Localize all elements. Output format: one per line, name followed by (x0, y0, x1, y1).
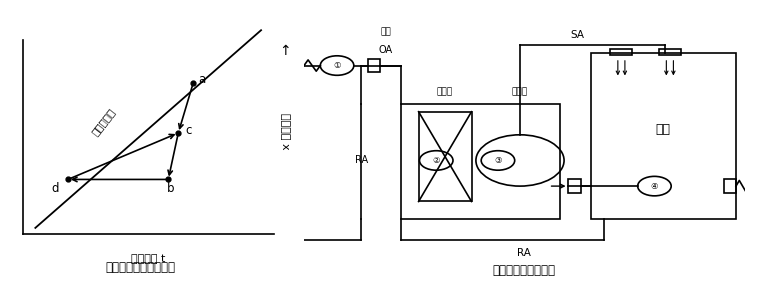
Text: 乾球温度 t: 乾球温度 t (131, 254, 166, 264)
Bar (419, 112, 471, 201)
Text: 空気調和システム図: 空気調和システム図 (493, 264, 556, 277)
Text: ↑: ↑ (279, 44, 291, 58)
Text: a: a (198, 73, 206, 86)
Bar (401, 104, 559, 219)
Text: b: b (167, 182, 175, 195)
Text: ①: ① (334, 61, 340, 70)
Bar (368, 59, 380, 72)
Text: RA: RA (518, 248, 531, 258)
Text: 居室: 居室 (656, 123, 671, 136)
Text: コイル: コイル (437, 87, 453, 96)
Bar (568, 179, 581, 193)
Text: 冷房時の湿り空気線図: 冷房時の湿り空気線図 (106, 261, 176, 274)
Bar (610, 49, 632, 55)
Text: 外気: 外気 (380, 28, 391, 37)
Text: ③: ③ (494, 156, 502, 165)
Text: c: c (185, 125, 192, 137)
Text: ④: ④ (651, 182, 658, 191)
Text: SA: SA (570, 30, 584, 40)
Text: OA: OA (378, 45, 393, 55)
Text: 絶対湿度 x: 絶対湿度 x (280, 113, 290, 149)
Text: RA: RA (355, 155, 368, 166)
Bar (591, 53, 736, 219)
Bar (659, 49, 681, 55)
Text: d: d (52, 182, 59, 195)
Text: ②: ② (432, 156, 440, 165)
Text: 飽和空気線: 飽和空気線 (90, 106, 116, 137)
Bar (724, 179, 736, 193)
Text: 送風機: 送風機 (512, 87, 528, 96)
